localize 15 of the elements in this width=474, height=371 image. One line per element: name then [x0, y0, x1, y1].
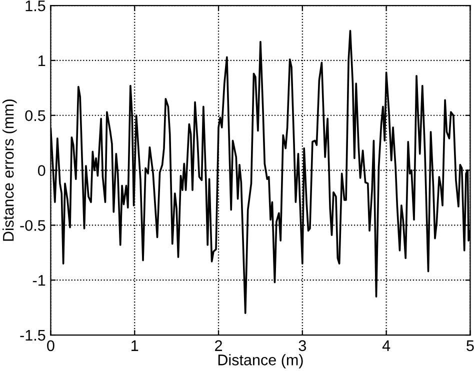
x-tick-label: 5 [466, 340, 474, 352]
x-axis-title: Distance (m) [218, 354, 303, 368]
x-tick-label: 2 [215, 340, 222, 351]
y-tick-label: -1.5 [20, 330, 46, 341]
x-tick-label: 0 [47, 340, 54, 352]
y-tick-label: 0.5 [25, 110, 46, 122]
x-tick-label: 1 [132, 340, 138, 351]
y-tick-label: 0 [38, 165, 46, 176]
y-tick-label: -0.5 [20, 220, 46, 231]
y-tick-label: -1 [32, 275, 46, 286]
y-axis-title: Distance errors (mm) [2, 100, 17, 241]
x-tick-label: 3 [298, 340, 306, 352]
x-tick-label: 4 [382, 340, 390, 351]
y-tick-label: 1.5 [26, 0, 46, 12]
y-tick-label: 1 [38, 56, 46, 66]
